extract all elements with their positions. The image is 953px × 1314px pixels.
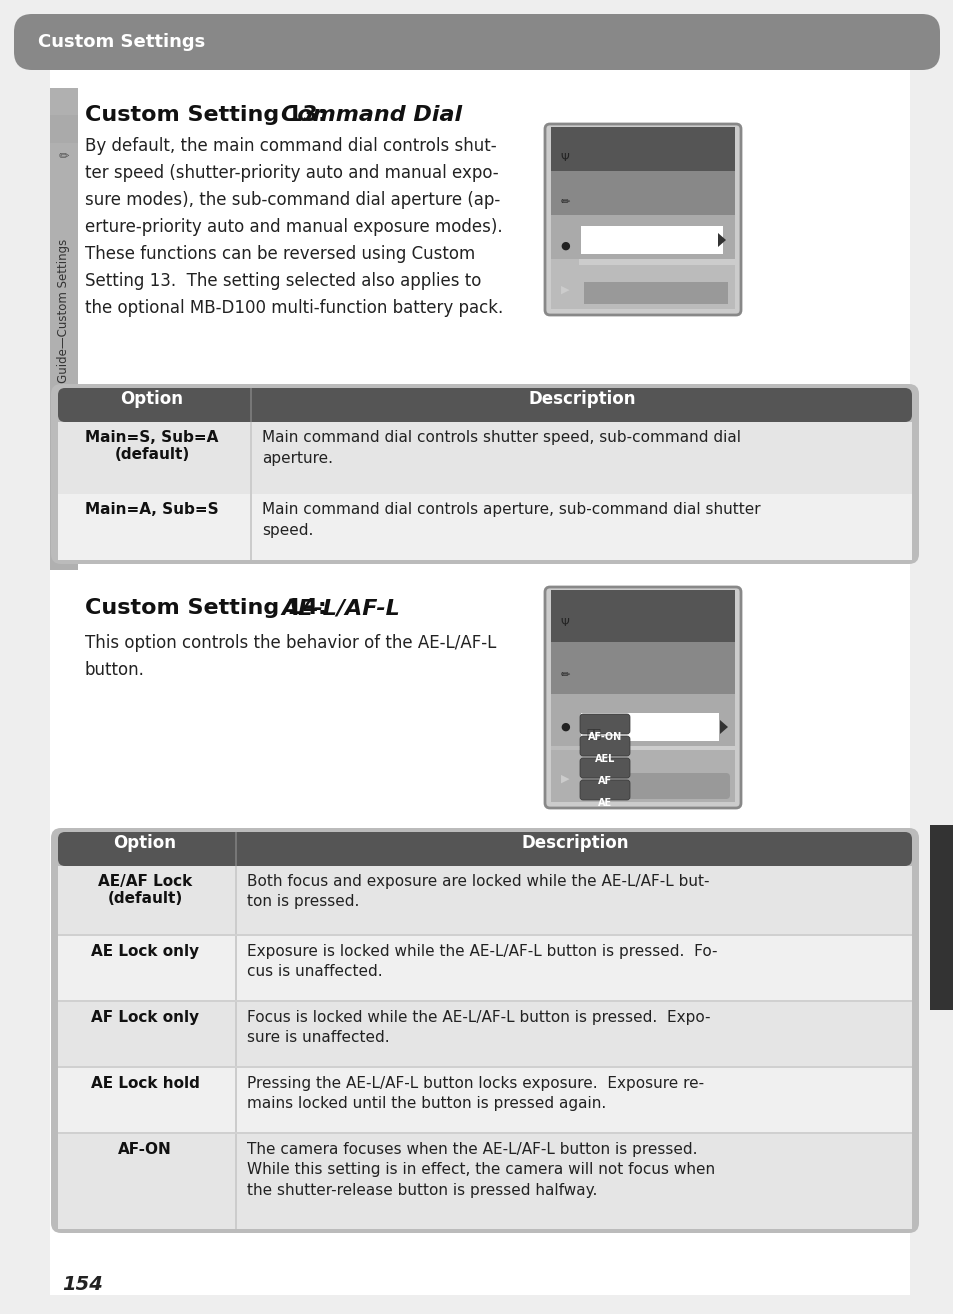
Bar — [58, 494, 911, 560]
FancyBboxPatch shape — [579, 758, 629, 778]
Text: button.: button. — [85, 661, 145, 679]
FancyBboxPatch shape — [581, 773, 729, 799]
Bar — [58, 1003, 911, 1068]
FancyBboxPatch shape — [544, 124, 740, 315]
Text: 🔒🔒: 🔒🔒 — [585, 728, 600, 741]
Text: These functions can be reversed using Custom: These functions can be reversed using Cu… — [85, 244, 475, 263]
Text: the optional MB-D100 multi-function battery pack.: the optional MB-D100 multi-function batt… — [85, 300, 503, 317]
Bar — [551, 750, 734, 802]
Text: Both focus and exposure are locked while the AE-L/AF-L but-
ton is pressed.: Both focus and exposure are locked while… — [247, 874, 709, 909]
Text: ●: ● — [559, 721, 569, 732]
Bar — [50, 116, 78, 143]
Bar — [551, 127, 734, 171]
Text: AF-ON: AF-ON — [587, 732, 621, 742]
Text: Setting 13.  The setting selected also applies to: Setting 13. The setting selected also ap… — [85, 272, 481, 290]
Text: AEL: AEL — [594, 754, 615, 763]
Bar — [580, 714, 719, 741]
Bar — [58, 1131, 911, 1134]
Text: AF: AF — [598, 777, 612, 786]
Text: 154: 154 — [62, 1275, 103, 1294]
Text: ●: ● — [559, 240, 569, 251]
Text: Option: Option — [113, 834, 176, 851]
Bar — [58, 422, 911, 494]
Text: Main=S, Sub=A
(default): Main=S, Sub=A (default) — [85, 430, 218, 463]
FancyBboxPatch shape — [579, 781, 629, 800]
Bar — [551, 130, 578, 309]
Text: This option controls the behavior of the AE-L/AF-L: This option controls the behavior of the… — [85, 633, 496, 652]
Bar — [551, 593, 578, 802]
Text: Ψ: Ψ — [560, 152, 569, 163]
Text: Main command dial controls shutter speed, sub-command dial
aperture.: Main command dial controls shutter speed… — [262, 430, 740, 466]
Bar — [551, 643, 734, 694]
Text: AF-ON: AF-ON — [118, 1142, 172, 1158]
Text: The camera focuses when the AE-L/AF-L button is pressed.
While this setting is i: The camera focuses when the AE-L/AF-L bu… — [247, 1142, 715, 1198]
Bar — [929, 825, 953, 1010]
Bar — [234, 1134, 236, 1229]
Bar — [551, 215, 734, 259]
Bar — [58, 1134, 911, 1229]
Polygon shape — [720, 720, 727, 735]
FancyBboxPatch shape — [51, 384, 918, 564]
Bar — [234, 1003, 236, 1068]
Bar — [580, 226, 722, 254]
Text: Focus is locked while the AE-L/AF-L button is pressed.  Expo-
sure is unaffected: Focus is locked while the AE-L/AF-L butt… — [247, 1010, 710, 1046]
Text: Command Dial: Command Dial — [281, 105, 461, 125]
Text: sure modes), the sub-command dial aperture (ap-: sure modes), the sub-command dial apertu… — [85, 191, 499, 209]
Bar — [250, 388, 252, 422]
Text: ▶: ▶ — [560, 285, 569, 296]
Bar — [58, 1000, 911, 1003]
Text: erture-priority auto and manual exposure modes).: erture-priority auto and manual exposure… — [85, 218, 502, 237]
Polygon shape — [718, 233, 725, 247]
Bar — [551, 265, 734, 309]
Bar — [50, 88, 78, 570]
Bar — [58, 934, 911, 936]
Text: Pressing the AE-L/AF-L button locks exposure.  Exposure re-
mains locked until t: Pressing the AE-L/AF-L button locks expo… — [247, 1076, 703, 1112]
Text: AE Lock only: AE Lock only — [91, 943, 199, 959]
Bar — [58, 936, 911, 1003]
Bar — [551, 694, 734, 746]
Text: Main=A, Sub=S: Main=A, Sub=S — [85, 502, 218, 516]
Bar — [234, 866, 236, 936]
Bar — [551, 171, 734, 215]
Bar — [58, 1066, 911, 1068]
Bar — [58, 866, 911, 936]
Bar — [234, 936, 236, 1003]
Text: ▶: ▶ — [560, 774, 569, 784]
FancyBboxPatch shape — [544, 587, 740, 808]
Text: Option: Option — [120, 390, 183, 409]
Text: AE Lock hold: AE Lock hold — [91, 1076, 199, 1091]
Text: AF Lock only: AF Lock only — [91, 1010, 199, 1025]
Text: Main command dial controls aperture, sub-command dial shutter
speed.: Main command dial controls aperture, sub… — [262, 502, 760, 537]
Text: AE: AE — [598, 798, 612, 808]
Text: Custom Settings: Custom Settings — [38, 33, 205, 51]
Text: Menu Guide—Custom Settings: Menu Guide—Custom Settings — [57, 239, 71, 419]
Text: ✏: ✏ — [59, 151, 70, 163]
FancyBboxPatch shape — [579, 736, 629, 756]
FancyBboxPatch shape — [58, 832, 911, 866]
Bar — [234, 1068, 236, 1134]
Text: AE-L/AF-L: AE-L/AF-L — [281, 598, 399, 618]
Text: AE/AF Lock
(default): AE/AF Lock (default) — [98, 874, 192, 907]
Text: ✏: ✏ — [559, 197, 569, 208]
Bar — [551, 590, 734, 643]
Text: Exposure is locked while the AE-L/AF-L button is pressed.  Fo-
cus is unaffected: Exposure is locked while the AE-L/AF-L b… — [247, 943, 717, 979]
Text: ter speed (shutter-priority auto and manual expo-: ter speed (shutter-priority auto and man… — [85, 164, 498, 183]
Text: Custom Setting 13:: Custom Setting 13: — [85, 105, 335, 125]
FancyBboxPatch shape — [51, 828, 918, 1233]
Text: By default, the main command dial controls shut-: By default, the main command dial contro… — [85, 137, 497, 155]
Bar — [234, 832, 236, 866]
FancyBboxPatch shape — [14, 14, 939, 70]
Text: Description: Description — [520, 834, 628, 851]
Text: Description: Description — [528, 390, 635, 409]
Bar — [250, 494, 252, 560]
Bar — [583, 283, 727, 304]
FancyBboxPatch shape — [579, 714, 629, 735]
Text: Custom Setting 14:: Custom Setting 14: — [85, 598, 335, 618]
Bar — [58, 1068, 911, 1134]
FancyBboxPatch shape — [58, 388, 911, 422]
Text: ✏: ✏ — [559, 670, 569, 681]
Bar — [250, 422, 252, 494]
Text: Ψ: Ψ — [560, 618, 569, 628]
